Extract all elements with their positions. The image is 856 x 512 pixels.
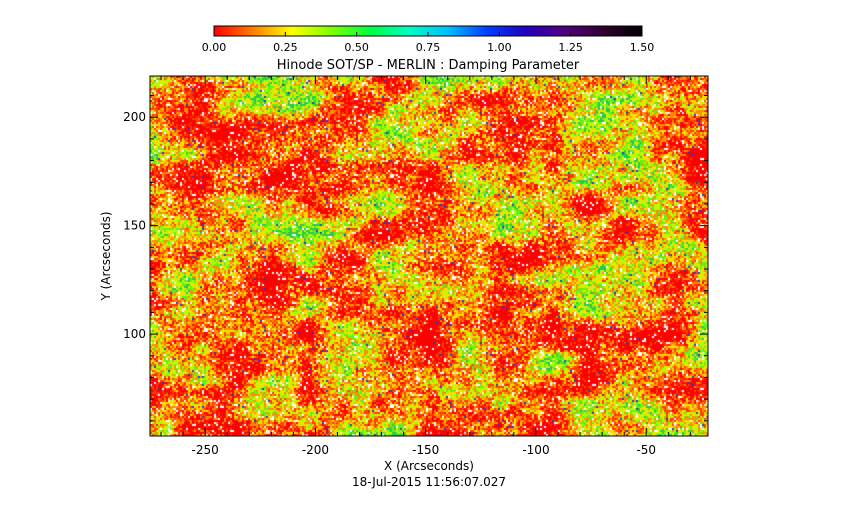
colorbar-tick-label: 0.75 [416, 41, 441, 54]
y-axis-label: Y (Arcseconds) [99, 211, 113, 301]
colorbar-gradient [214, 26, 642, 36]
x-tick-label: -50 [636, 443, 656, 457]
colorbar-tick-label: 1.25 [558, 41, 583, 54]
colorbar-tick-label: 1.00 [487, 41, 512, 54]
y-axis: 100 150 200 [123, 95, 708, 422]
x-axis-label: X (Arcseconds) [384, 459, 474, 473]
colorbar-tick-label: 1.50 [630, 41, 655, 54]
x-tick-label: -100 [522, 443, 549, 457]
plot-frame [149, 75, 709, 437]
x-tick-label: -200 [302, 443, 329, 457]
colorbar-tick-label: 0.00 [202, 41, 227, 54]
timestamp-footer: 18-Jul-2015 11:56:07.027 [352, 475, 506, 489]
x-axis: -250 -200 -150 -100 -50 [160, 76, 691, 457]
y-tick-label: 200 [123, 110, 146, 124]
chart-title: Hinode SOT/SP - MERLIN : Damping Paramet… [277, 58, 580, 73]
y-tick-label: 100 [123, 327, 146, 341]
x-tick-label: -150 [412, 443, 439, 457]
colorbar-tick-label: 0.50 [344, 41, 369, 54]
colorbar-tick-label: 0.25 [273, 41, 298, 54]
heatmap-area [149, 75, 709, 437]
x-tick-label: -250 [192, 443, 219, 457]
colorbar: 0.00 0.25 0.50 0.75 1.00 1.25 1.50 [202, 25, 655, 54]
y-tick-label: 150 [123, 219, 146, 233]
